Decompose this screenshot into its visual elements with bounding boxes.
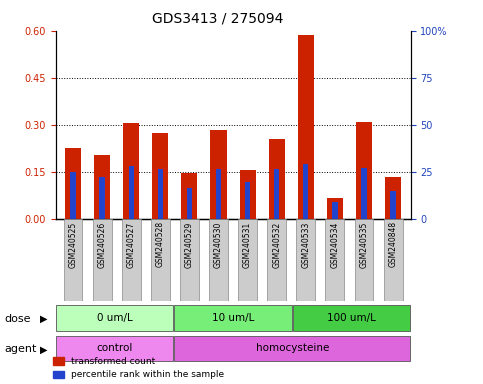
- Text: 100 um/L: 100 um/L: [327, 313, 376, 323]
- FancyBboxPatch shape: [151, 219, 170, 301]
- FancyBboxPatch shape: [122, 219, 141, 301]
- FancyBboxPatch shape: [267, 219, 286, 301]
- Text: GSM240532: GSM240532: [272, 221, 281, 268]
- Text: 10 um/L: 10 um/L: [212, 313, 254, 323]
- Text: GSM240533: GSM240533: [301, 221, 310, 268]
- Text: control: control: [97, 343, 133, 354]
- Bar: [327, 199, 343, 219]
- Text: GSM240526: GSM240526: [98, 221, 107, 268]
- Text: ▶: ▶: [40, 314, 47, 324]
- Bar: [361, 168, 367, 219]
- FancyBboxPatch shape: [326, 219, 344, 301]
- Bar: [303, 164, 309, 219]
- Text: GSM240527: GSM240527: [127, 221, 136, 268]
- Text: 0 um/L: 0 um/L: [97, 313, 133, 323]
- FancyBboxPatch shape: [238, 219, 257, 301]
- FancyBboxPatch shape: [355, 219, 373, 301]
- Text: GDS3413 / 275094: GDS3413 / 275094: [152, 12, 283, 25]
- Bar: [274, 169, 279, 219]
- Bar: [187, 188, 192, 219]
- Bar: [240, 170, 256, 219]
- Bar: [298, 35, 314, 219]
- Text: GSM240534: GSM240534: [330, 221, 340, 268]
- Bar: [157, 169, 163, 219]
- Text: GSM240531: GSM240531: [243, 221, 252, 268]
- Bar: [211, 129, 227, 219]
- Text: dose: dose: [5, 314, 31, 324]
- Text: GSM240525: GSM240525: [69, 221, 77, 268]
- FancyBboxPatch shape: [93, 219, 112, 301]
- Text: homocysteine: homocysteine: [256, 343, 329, 354]
- Bar: [245, 182, 250, 219]
- Bar: [128, 166, 134, 219]
- Text: ▶: ▶: [40, 344, 47, 354]
- Bar: [385, 177, 401, 219]
- FancyBboxPatch shape: [174, 305, 292, 331]
- FancyBboxPatch shape: [64, 219, 83, 301]
- Bar: [71, 172, 76, 219]
- Bar: [332, 202, 338, 219]
- Text: GSM240848: GSM240848: [389, 221, 398, 268]
- Text: GSM240530: GSM240530: [214, 221, 223, 268]
- Bar: [269, 139, 284, 219]
- Text: GSM240535: GSM240535: [359, 221, 369, 268]
- FancyBboxPatch shape: [180, 219, 199, 301]
- FancyBboxPatch shape: [293, 305, 410, 331]
- Bar: [390, 191, 396, 219]
- Bar: [356, 122, 372, 219]
- Text: GSM240528: GSM240528: [156, 221, 165, 268]
- Bar: [182, 174, 198, 219]
- Bar: [152, 132, 168, 219]
- FancyBboxPatch shape: [56, 305, 173, 331]
- Bar: [94, 155, 110, 219]
- Bar: [65, 148, 81, 219]
- Bar: [99, 177, 105, 219]
- FancyBboxPatch shape: [56, 336, 173, 361]
- Text: GSM240529: GSM240529: [185, 221, 194, 268]
- FancyBboxPatch shape: [209, 219, 228, 301]
- Legend: transformed count, percentile rank within the sample: transformed count, percentile rank withi…: [53, 357, 224, 379]
- Bar: [123, 123, 139, 219]
- FancyBboxPatch shape: [297, 219, 315, 301]
- Bar: [216, 169, 221, 219]
- Text: agent: agent: [5, 344, 37, 354]
- FancyBboxPatch shape: [384, 219, 402, 301]
- FancyBboxPatch shape: [174, 336, 410, 361]
